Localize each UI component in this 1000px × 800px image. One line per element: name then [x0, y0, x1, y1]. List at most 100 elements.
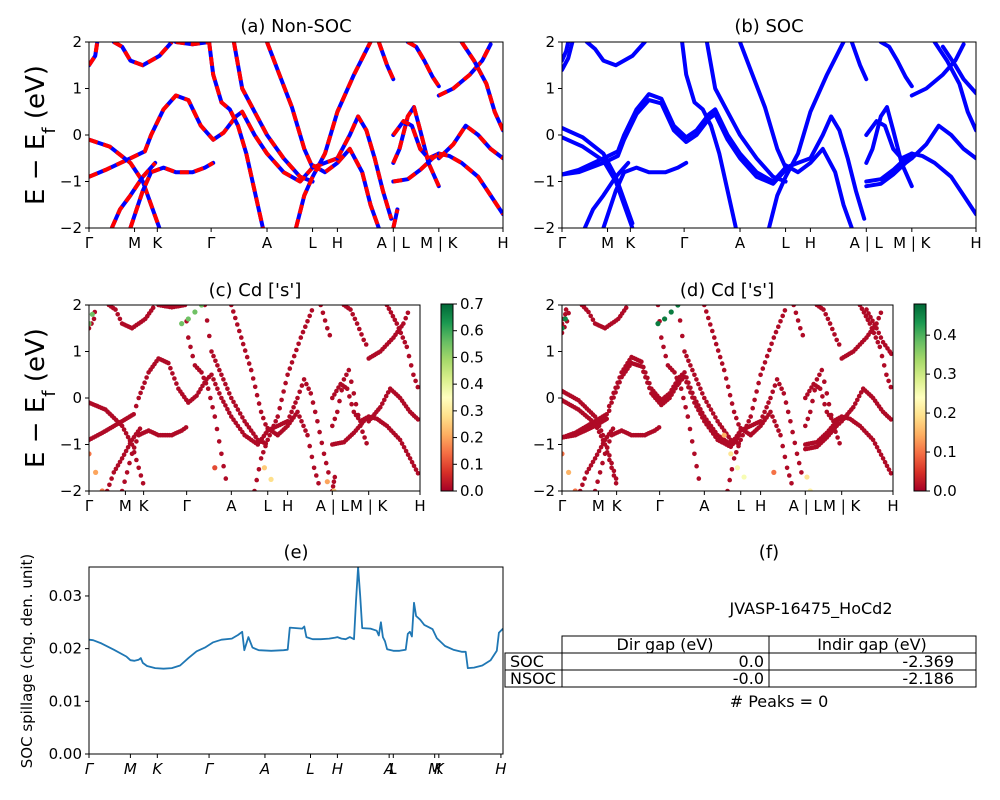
- band-point: [588, 463, 594, 468]
- x-tick-label: A: [226, 497, 237, 515]
- band-point: [874, 445, 880, 450]
- band-point: [350, 312, 356, 317]
- band-point: [281, 389, 286, 394]
- band-point: [354, 321, 360, 326]
- band-point: [880, 456, 886, 461]
- band-point: [107, 482, 112, 488]
- band-point: [592, 414, 598, 419]
- band-point: [708, 407, 714, 412]
- band-point: [590, 317, 596, 323]
- band-point: [562, 330, 565, 336]
- x-tick-label: Γ: [85, 234, 94, 252]
- band-point: [717, 354, 723, 360]
- band-point: [696, 381, 701, 387]
- band-point: [708, 322, 713, 327]
- band-point: [729, 467, 735, 472]
- band-point: [91, 316, 97, 322]
- band-point: [674, 375, 679, 381]
- band-point: [795, 318, 801, 323]
- band-point: [680, 333, 685, 339]
- y-tick-label: −2: [60, 482, 82, 500]
- band-point: [615, 385, 620, 390]
- band-point: [800, 332, 806, 338]
- band-point: [779, 386, 784, 392]
- band-point: [563, 307, 569, 312]
- y-label-e: E: [21, 452, 51, 468]
- band-point: [353, 401, 359, 407]
- panel-e-y-label: SOC spillage (chg. den. unit): [18, 554, 36, 769]
- band-line-spin-down: [335, 114, 394, 220]
- panel-c-title: (c) Cd ['s']: [209, 280, 302, 301]
- x-tick-label: M: [428, 760, 441, 778]
- band-point: [859, 306, 865, 312]
- band-point: [308, 391, 314, 396]
- band-line-spin-down: [438, 151, 503, 216]
- band-point: [785, 409, 791, 415]
- band-point: [760, 414, 765, 419]
- band-point: [694, 377, 699, 382]
- band-line-spin-down: [391, 208, 400, 228]
- band-point: [111, 470, 117, 475]
- band-point: [115, 312, 120, 317]
- band-point: [221, 399, 226, 405]
- band-point: [596, 448, 602, 454]
- band-point: [821, 307, 826, 312]
- band-point: [399, 441, 405, 446]
- band-point: [204, 318, 210, 323]
- band-point: [123, 431, 129, 436]
- band-point: [766, 400, 771, 405]
- band-point: [770, 389, 775, 395]
- band-point: [562, 321, 565, 326]
- band-point: [609, 460, 614, 466]
- band-point: [836, 342, 842, 347]
- band-point: [682, 370, 687, 375]
- band-point: [710, 411, 716, 416]
- band-point: [307, 443, 313, 449]
- band-point: [837, 441, 842, 446]
- band-point: [318, 305, 323, 308]
- band-point: [285, 372, 290, 378]
- band-point: [613, 476, 619, 481]
- band-point: [140, 385, 145, 391]
- band-line: [783, 146, 854, 228]
- band-point: [291, 405, 296, 410]
- band-point: [336, 385, 341, 390]
- band-point: [244, 354, 250, 360]
- band-line-spin-down: [207, 42, 265, 228]
- band-point: [348, 307, 353, 312]
- band-point: [696, 407, 701, 413]
- projected-point: [185, 316, 191, 322]
- band-point: [876, 330, 881, 336]
- band-line-spin-down: [175, 42, 210, 47]
- projected-point: [734, 465, 741, 471]
- band-point: [606, 408, 612, 414]
- band-point: [306, 386, 311, 392]
- band-point: [773, 329, 779, 335]
- band-point: [119, 488, 125, 491]
- x-tick-label: M | K: [823, 497, 862, 515]
- band-point: [824, 391, 830, 396]
- series-group: [562, 42, 976, 228]
- projected-point: [89, 321, 92, 327]
- band-point: [580, 482, 585, 488]
- band-point: [235, 407, 241, 412]
- colorbar-tick-label: 0.3: [933, 365, 957, 383]
- band-point: [321, 451, 327, 457]
- band-point: [870, 437, 876, 443]
- band-point: [214, 426, 220, 432]
- band-point: [617, 379, 622, 385]
- band-point: [602, 451, 608, 457]
- band-line: [909, 42, 966, 98]
- band-point: [330, 395, 335, 401]
- band-point: [820, 394, 825, 399]
- band-point: [876, 315, 881, 321]
- band-point: [113, 307, 118, 312]
- band-point: [600, 441, 606, 446]
- band-line-spin-down: [391, 105, 441, 188]
- x-tick-label: L: [737, 497, 746, 515]
- band-point: [594, 419, 600, 424]
- band-line-spin-down: [128, 161, 215, 228]
- band-point: [767, 347, 772, 353]
